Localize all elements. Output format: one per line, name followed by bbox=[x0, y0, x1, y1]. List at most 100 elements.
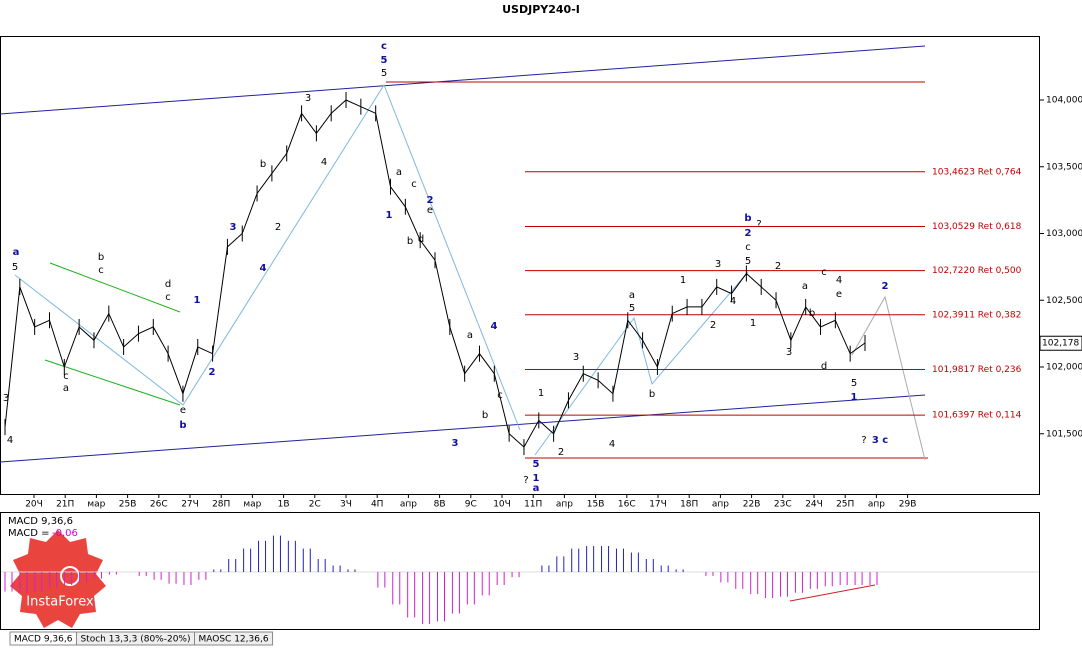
wave-label: 4 bbox=[260, 263, 267, 274]
wave-label: 5 bbox=[533, 459, 540, 470]
wave-label: 1 bbox=[533, 473, 540, 484]
tab-box bbox=[194, 631, 274, 646]
fib-label: 103,0529 Ret 0,618 bbox=[932, 222, 1022, 232]
wave-label: 4 bbox=[7, 435, 13, 446]
date-label: 23С bbox=[774, 500, 792, 510]
wave-label: 1 bbox=[194, 295, 201, 306]
fib-label: 102,7220 Ret 0,500 bbox=[932, 266, 1022, 276]
wave-label: 2 bbox=[710, 320, 716, 331]
date-label: апр bbox=[400, 500, 417, 510]
wave-label: b bbox=[649, 389, 655, 400]
macd-pane bbox=[0, 512, 1040, 630]
macd-title: MACD 9,36,6 bbox=[8, 516, 73, 527]
date-label: 10Ч bbox=[493, 500, 511, 510]
date-label: 25В bbox=[119, 500, 137, 510]
price-pane bbox=[0, 36, 1040, 495]
date-label: 20Ч bbox=[25, 500, 43, 510]
logo: InstaForex bbox=[10, 530, 106, 628]
date-label: 1В bbox=[278, 500, 290, 510]
wave-label: c bbox=[821, 267, 827, 278]
date-label: 17Ч bbox=[649, 500, 667, 510]
wave-label: 3 bbox=[452, 438, 459, 449]
channel bbox=[0, 45, 928, 602]
wave-label: b bbox=[260, 159, 266, 170]
wave-label: 1 bbox=[680, 275, 686, 286]
macd-value: -0,06 bbox=[52, 528, 78, 539]
fib-label: 103,4623 Ret 0,764 bbox=[932, 167, 1022, 177]
date-label: 25П bbox=[836, 500, 854, 510]
triangle-line bbox=[49, 262, 181, 313]
wave-label: a bbox=[467, 330, 473, 341]
tab: MACD 9,36,6 bbox=[9, 631, 77, 646]
price-label: 102,000 bbox=[1046, 363, 1082, 373]
date-label: 9С bbox=[465, 500, 477, 510]
wave-label: e bbox=[427, 205, 433, 216]
wave-label: 4 bbox=[730, 296, 736, 307]
date-label: мар bbox=[243, 500, 261, 510]
date-label: 16С bbox=[618, 500, 636, 510]
wave-label: a bbox=[629, 290, 635, 301]
wave-label: e bbox=[836, 289, 842, 300]
wave-label: a bbox=[13, 247, 20, 258]
wave-label: 2 bbox=[209, 367, 216, 378]
wave-label: e bbox=[180, 405, 186, 416]
wave-label: 4 bbox=[321, 157, 327, 168]
macd-trend bbox=[789, 584, 876, 602]
wave-label: c bbox=[165, 292, 171, 303]
wave-label: 5 bbox=[381, 68, 387, 79]
date-label: 3Ч bbox=[340, 500, 352, 510]
wave-label: a bbox=[533, 483, 540, 494]
current-price: 102,178 bbox=[1042, 339, 1079, 349]
wave-label: 3 bbox=[230, 222, 237, 233]
wave-label: d bbox=[821, 361, 827, 372]
date-label: 22В bbox=[743, 500, 761, 510]
date-label: 26С bbox=[150, 500, 168, 510]
logo-gear bbox=[10, 530, 106, 628]
wave-label: 5 bbox=[851, 378, 857, 389]
price-label: 102,500 bbox=[1046, 296, 1082, 306]
date-label: мар bbox=[87, 500, 105, 510]
wave-label: 3 bbox=[715, 259, 721, 270]
wave-label: 3 bbox=[3, 393, 9, 404]
wave-label: c bbox=[411, 179, 417, 190]
wave-label: c bbox=[497, 390, 503, 401]
wave-label: ? bbox=[756, 219, 761, 230]
wave-label: 1 bbox=[750, 318, 756, 329]
date-label: 2С bbox=[309, 500, 321, 510]
date-label: 8В bbox=[434, 500, 446, 510]
wave-label: 5 bbox=[12, 262, 18, 273]
date-label: 11П bbox=[524, 500, 542, 510]
date-label: 15В bbox=[587, 500, 605, 510]
wave-label: 3 bbox=[305, 93, 311, 104]
wave-label: 1 bbox=[538, 388, 544, 399]
wave-label: 5 bbox=[745, 256, 751, 267]
tab: MAOSC 12,36,6 bbox=[194, 631, 274, 646]
date-label: 21П bbox=[56, 500, 74, 510]
fib-label: 102,3911 Ret 0,382 bbox=[932, 310, 1021, 320]
wave-label: 2 bbox=[558, 447, 564, 458]
fib-label: 101,9817 Ret 0,236 bbox=[932, 365, 1022, 375]
tab: Stoch 13,3,3 (80%-20%) bbox=[75, 631, 195, 646]
wave-label: 3 bbox=[786, 347, 792, 358]
projection bbox=[851, 295, 926, 461]
channel-lower bbox=[0, 394, 926, 463]
date-label: 18П bbox=[680, 500, 698, 510]
date-label: 4П bbox=[371, 500, 384, 510]
wave-label: 2 bbox=[745, 228, 752, 239]
date-label: 28П bbox=[212, 500, 230, 510]
wave-label: ? bbox=[861, 435, 866, 446]
chart-title: USDJPY240-I bbox=[502, 3, 580, 16]
wave-label: 1 bbox=[386, 210, 393, 221]
wave-label: b bbox=[98, 252, 104, 263]
wave-label: 5 bbox=[381, 55, 388, 66]
wave-label: a bbox=[802, 281, 808, 292]
date-label: 24Ч bbox=[805, 500, 823, 510]
tab-label: MAOSC 12,36,6 bbox=[199, 635, 269, 645]
wave-label: a bbox=[396, 167, 402, 178]
price-label: 103,000 bbox=[1046, 229, 1082, 239]
price-label: 103,500 bbox=[1046, 162, 1082, 172]
fib-label: 101,6397 Ret 0,114 bbox=[932, 411, 1022, 421]
wave-label: d bbox=[418, 234, 424, 245]
wave-label: c bbox=[745, 242, 751, 253]
